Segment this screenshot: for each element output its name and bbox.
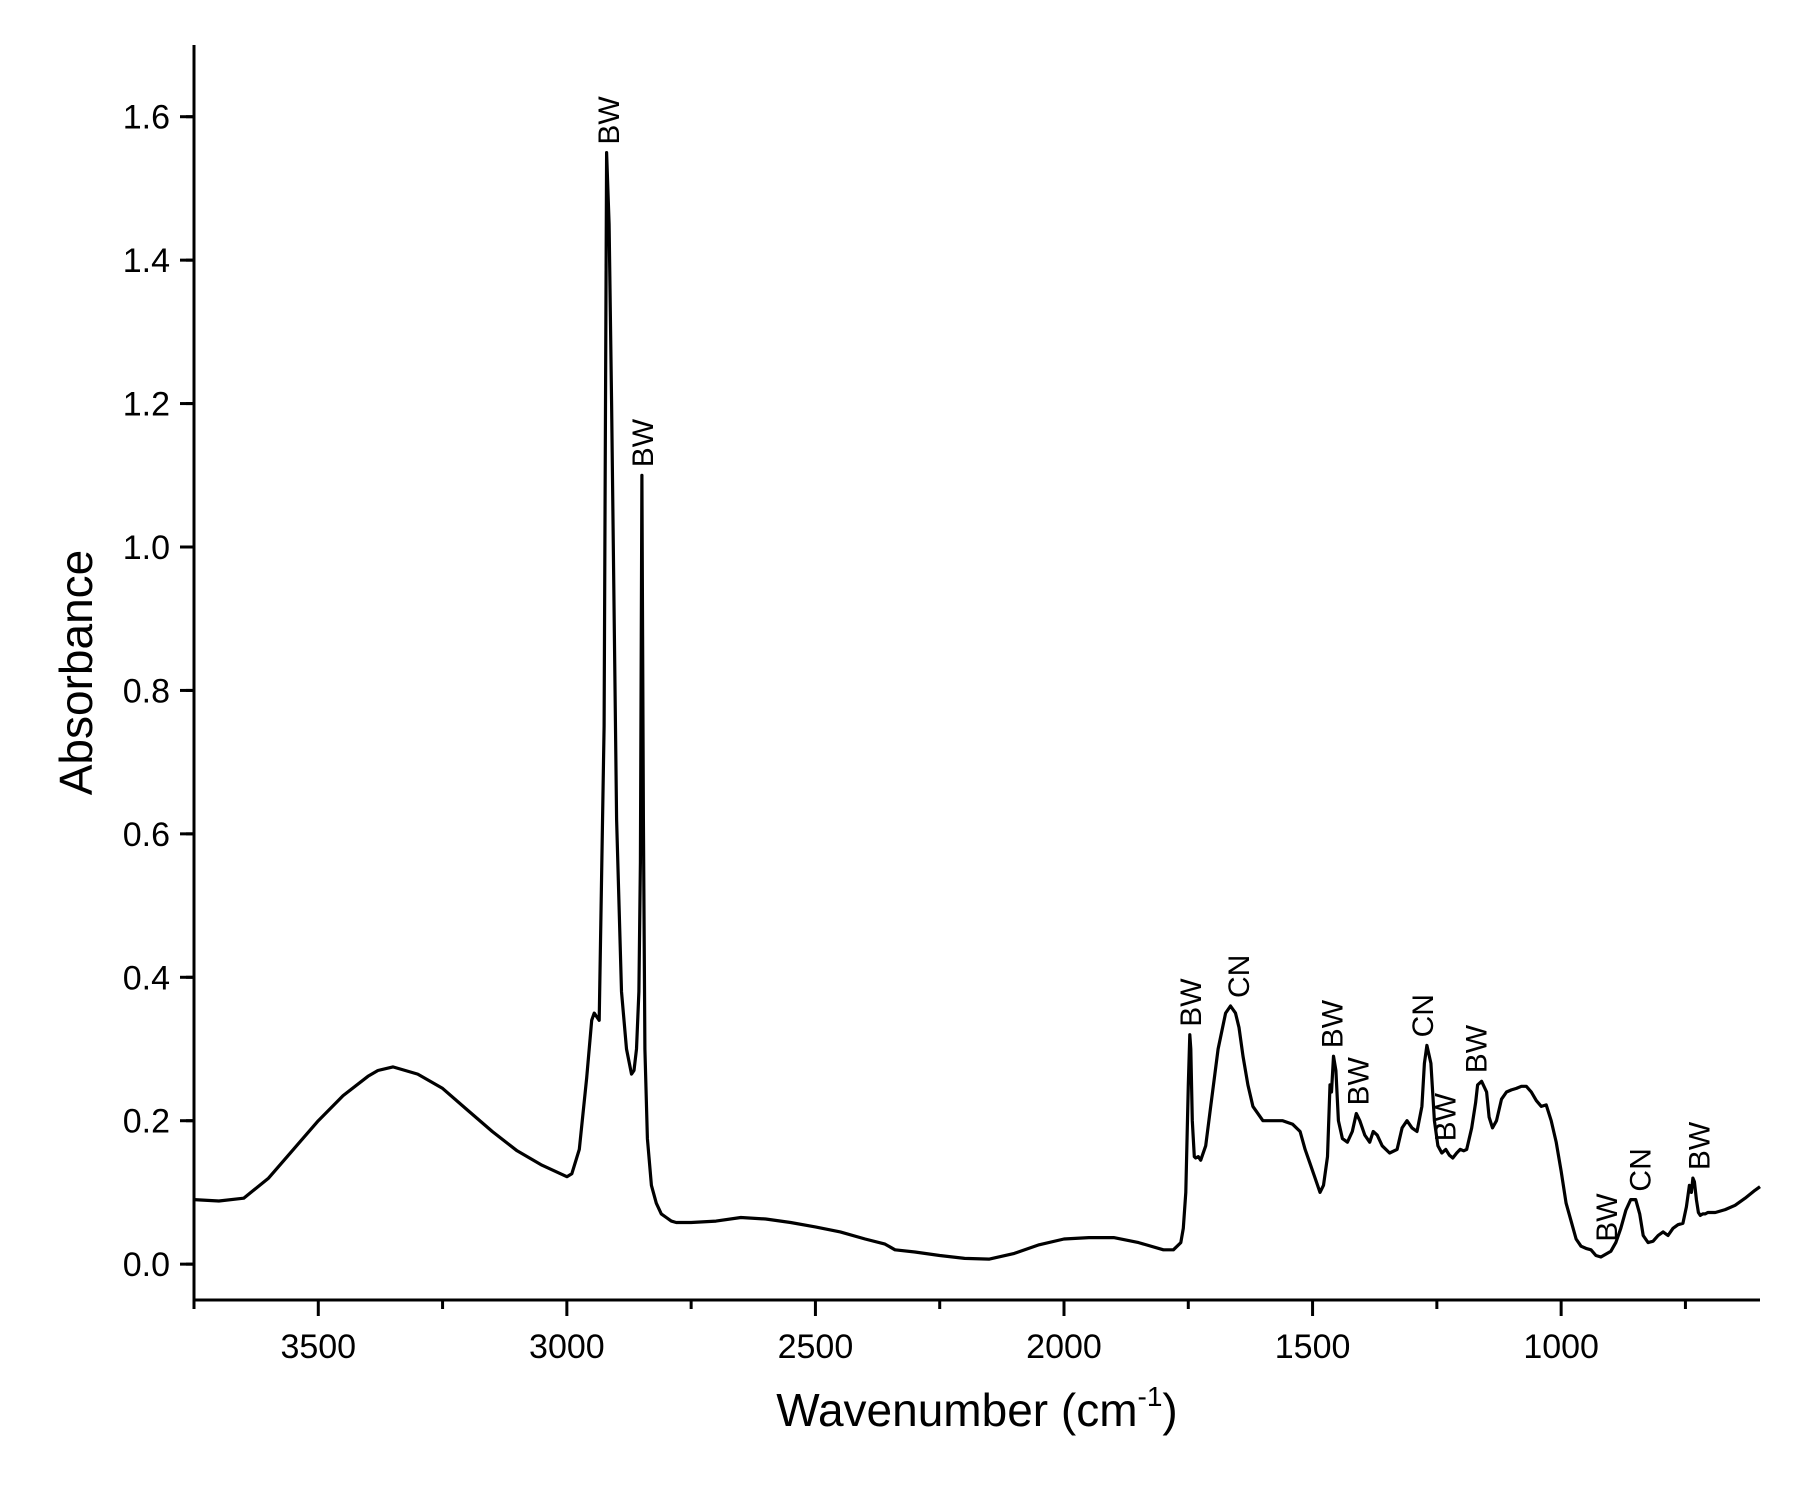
peak-label: BW [1683, 1121, 1716, 1170]
peak-label: BW [627, 418, 660, 467]
y-axis-title: Absorbance [50, 550, 102, 796]
axes [192, 45, 1760, 1302]
series-layer [193, 151, 1761, 1261]
x-tick-label: 1500 [1275, 1328, 1351, 1366]
x-tick-label: 2000 [1026, 1328, 1102, 1366]
y-tick-label: 0.4 [123, 959, 170, 997]
x-axis-title-superscript: -1 [1138, 1381, 1163, 1412]
peak-label: BW [1461, 1024, 1494, 1073]
peak-label: BW [1175, 978, 1208, 1027]
x-tick-label: 3000 [529, 1328, 605, 1366]
x-axis-title-main: Wavenumber (cm [776, 1384, 1137, 1436]
spectrum-line [193, 151, 1761, 1261]
y-tick-label: 1.4 [123, 242, 170, 280]
y-tick-label: 1.6 [123, 99, 170, 137]
x-axis-title-suffix: ) [1162, 1384, 1177, 1436]
y-tick-label: 1.2 [123, 386, 170, 424]
x-ticks: 3500 3000 2500 2000 1500 1000 [192, 1300, 1687, 1366]
peak-label: CN [1223, 955, 1256, 998]
x-axis-title: Wavenumber (cm-1) [776, 1381, 1178, 1436]
peak-label: BW [1429, 1092, 1462, 1141]
y-tick-label: 0.0 [123, 1246, 170, 1284]
peak-label: BW [1342, 1056, 1375, 1105]
x-tick-label: 1000 [1523, 1328, 1599, 1366]
y-tick-label: 0.6 [123, 816, 170, 854]
peak-label: CN [1625, 1148, 1658, 1191]
peak-label: BW [593, 96, 626, 145]
y-tick-label: 0.8 [123, 672, 170, 710]
peak-label: BW [1591, 1193, 1624, 1242]
peak-label: CN [1407, 994, 1440, 1037]
x-tick-label: 2500 [778, 1328, 854, 1366]
x-tick-label: 3500 [280, 1328, 356, 1366]
peak-label: BW [1317, 999, 1350, 1048]
y-ticks: 0.0 0.2 0.4 0.6 0.8 1.0 1.2 1.4 1.6 [123, 99, 194, 1284]
y-tick-label: 1.0 [123, 529, 170, 567]
y-tick-label: 0.2 [123, 1103, 170, 1141]
